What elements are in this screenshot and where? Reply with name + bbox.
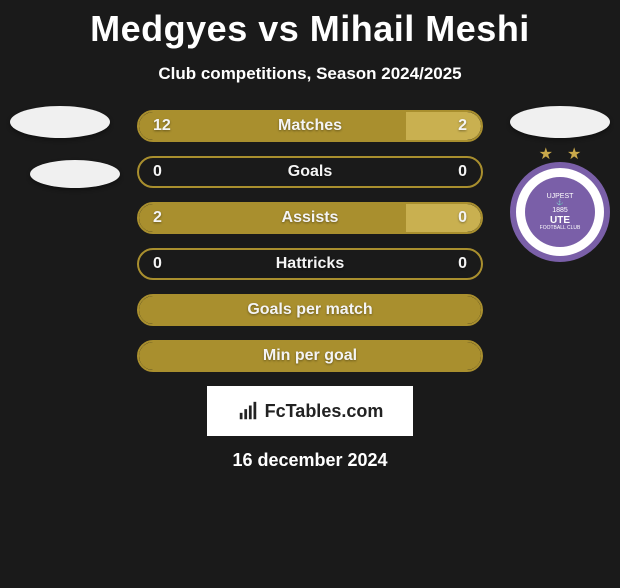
brand-text: FcTables.com <box>265 401 384 422</box>
stat-bar: 00Goals <box>137 156 483 188</box>
badge-circle: UJPEST ⚓ 1885 UTE FOOTBALL CLUB <box>510 162 610 262</box>
comparison-content: ★★ UJPEST ⚓ 1885 UTE FOOTBALL CLUB 122Ma… <box>0 110 620 372</box>
stat-bar: Goals per match <box>137 294 483 326</box>
brand-box[interactable]: FcTables.com <box>207 386 413 436</box>
date-text: 16 december 2024 <box>0 450 620 471</box>
stat-label: Goals <box>139 163 481 181</box>
stat-bar: 122Matches <box>137 110 483 142</box>
subtitle: Club competitions, Season 2024/2025 <box>0 64 620 84</box>
avatar-oval <box>10 106 110 138</box>
avatar-oval <box>30 160 120 188</box>
stat-label: Min per goal <box>139 347 481 365</box>
badge-mid-text: 1885 <box>552 207 568 215</box>
badge-sub-text: FOOTBALL CLUB <box>540 226 581 232</box>
stat-bar: Min per goal <box>137 340 483 372</box>
avatar-oval <box>510 106 610 138</box>
stat-bar: 20Assists <box>137 202 483 234</box>
badge-stars-icon: ★★ <box>510 144 610 164</box>
player-right-avatar <box>510 106 610 138</box>
club-badge: ★★ UJPEST ⚓ 1885 UTE FOOTBALL CLUB <box>510 162 610 262</box>
stat-bar: 00Hattricks <box>137 248 483 280</box>
player-left-avatar <box>10 106 120 188</box>
badge-inner: UJPEST ⚓ 1885 UTE FOOTBALL CLUB <box>525 177 595 247</box>
badge-anchor-icon: ⚓ <box>556 200 563 207</box>
stat-label: Goals per match <box>139 301 481 319</box>
stat-bars: 122Matches 00Goals 20Assists 00Hattricks Goa… <box>137 110 483 372</box>
page-title: Medgyes vs Mihail Meshi <box>0 8 620 50</box>
chart-icon <box>237 400 259 422</box>
stat-label: Matches <box>139 117 481 135</box>
stat-label: Assists <box>139 209 481 227</box>
stat-label: Hattricks <box>139 255 481 273</box>
